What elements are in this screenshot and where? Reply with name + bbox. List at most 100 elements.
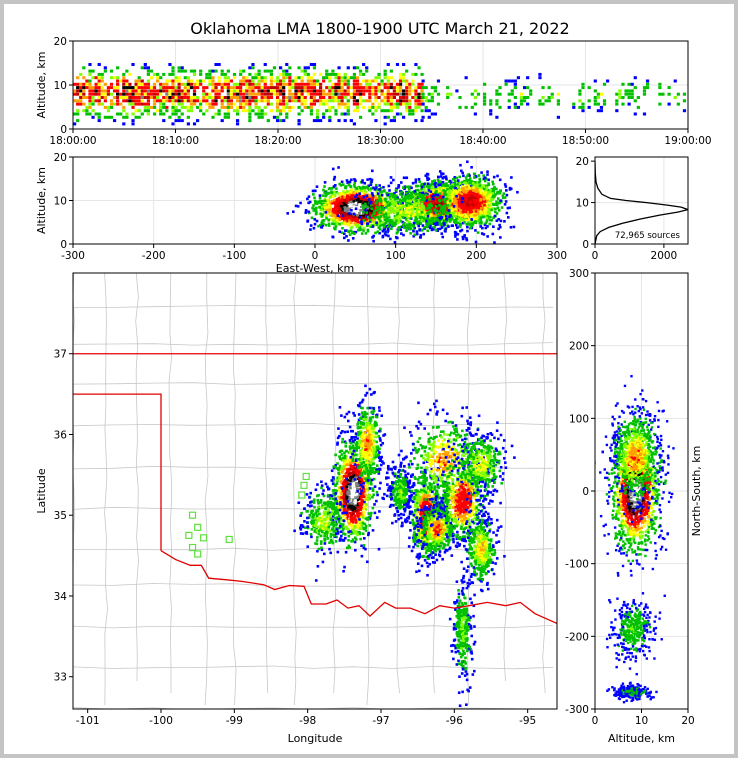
density-cell	[470, 210, 473, 213]
density-cell	[457, 204, 461, 207]
density-cell	[436, 229, 439, 232]
density-cell	[345, 210, 349, 213]
density-cell	[312, 204, 315, 207]
density-cell	[125, 89, 129, 93]
density-cell	[352, 199, 356, 203]
density-cell	[94, 99, 98, 103]
density-cell	[513, 96, 517, 99]
density-cell	[366, 209, 370, 212]
density-cell	[116, 86, 120, 90]
density-cell	[251, 76, 255, 80]
density-cell	[449, 214, 452, 217]
density-cell	[341, 217, 344, 220]
density-cell	[337, 119, 341, 123]
density-cell	[140, 102, 144, 106]
density-cell	[260, 99, 264, 103]
density-cell	[409, 197, 413, 201]
density-cell	[346, 99, 350, 103]
density-cell	[461, 235, 465, 239]
density-cell	[452, 188, 456, 192]
density-cell	[306, 76, 310, 80]
density-cell	[312, 193, 315, 196]
density-cell	[421, 224, 425, 227]
density-cell	[196, 86, 200, 90]
density-cell	[315, 206, 318, 210]
density-cell	[446, 187, 449, 191]
density-cell	[322, 102, 326, 106]
density-cell	[414, 72, 418, 76]
density-cell	[460, 190, 463, 194]
density-cell	[353, 183, 356, 187]
density-cell	[503, 203, 507, 206]
density-cell	[485, 188, 489, 192]
density-cell	[618, 89, 622, 93]
density-cell	[369, 223, 373, 227]
density-cell	[82, 66, 86, 70]
density-cell	[408, 102, 412, 106]
density-cell	[109, 115, 114, 119]
density-cell	[199, 109, 203, 113]
density-cell	[421, 92, 425, 96]
density-cell	[313, 207, 316, 211]
density-cell	[239, 79, 243, 83]
density-cell	[426, 217, 430, 221]
density-cell	[143, 92, 147, 96]
density-cell	[336, 192, 340, 195]
density-cell	[381, 221, 385, 224]
density-cell	[360, 198, 363, 202]
density-cell	[171, 89, 175, 93]
density-cell	[503, 183, 507, 186]
density-cell	[85, 79, 89, 83]
density-cell	[371, 86, 375, 90]
density-cell	[496, 174, 499, 178]
density-cell	[374, 99, 378, 103]
density-cell	[453, 202, 456, 206]
density-cell	[355, 82, 360, 86]
density-cell	[478, 221, 482, 225]
density-cell	[315, 202, 319, 205]
density-cell	[383, 76, 387, 80]
density-cell	[490, 218, 493, 222]
density-cell	[356, 190, 360, 193]
density-cell	[356, 217, 360, 220]
density-cell	[400, 204, 403, 207]
density-cell	[370, 207, 374, 210]
density-cell	[100, 79, 104, 83]
density-cell	[483, 200, 487, 203]
density-cell	[346, 105, 350, 109]
density-cell	[159, 76, 163, 80]
density-cell	[159, 102, 163, 106]
density-cell	[389, 105, 393, 109]
density-cell	[337, 76, 341, 80]
density-cell	[337, 96, 341, 99]
density-cell	[373, 209, 376, 213]
density-cell	[377, 105, 381, 109]
density-cell	[497, 218, 501, 221]
density-cell	[456, 226, 459, 229]
density-cell	[186, 76, 190, 80]
density-cell	[495, 115, 499, 119]
density-cell	[478, 194, 481, 198]
density-cell	[464, 191, 468, 194]
density-cell	[368, 208, 372, 211]
density-cell	[91, 92, 95, 96]
density-cell	[423, 201, 426, 205]
density-cell	[363, 201, 366, 204]
density-cell	[345, 190, 349, 193]
density-cell	[242, 96, 246, 99]
density-cell	[468, 207, 471, 211]
density-cell	[454, 197, 457, 201]
density-cell	[149, 96, 154, 99]
density-cell	[143, 82, 147, 86]
density-cell	[402, 63, 406, 66]
density-cell	[177, 86, 181, 90]
density-cell	[263, 112, 267, 116]
density-cell	[489, 193, 492, 197]
density-cell	[682, 92, 687, 96]
density-cell	[472, 210, 475, 214]
density-cell	[452, 208, 455, 212]
density-cell	[636, 96, 640, 99]
density-cell	[447, 211, 451, 214]
density-cell	[235, 119, 240, 123]
density-cell	[633, 86, 637, 90]
